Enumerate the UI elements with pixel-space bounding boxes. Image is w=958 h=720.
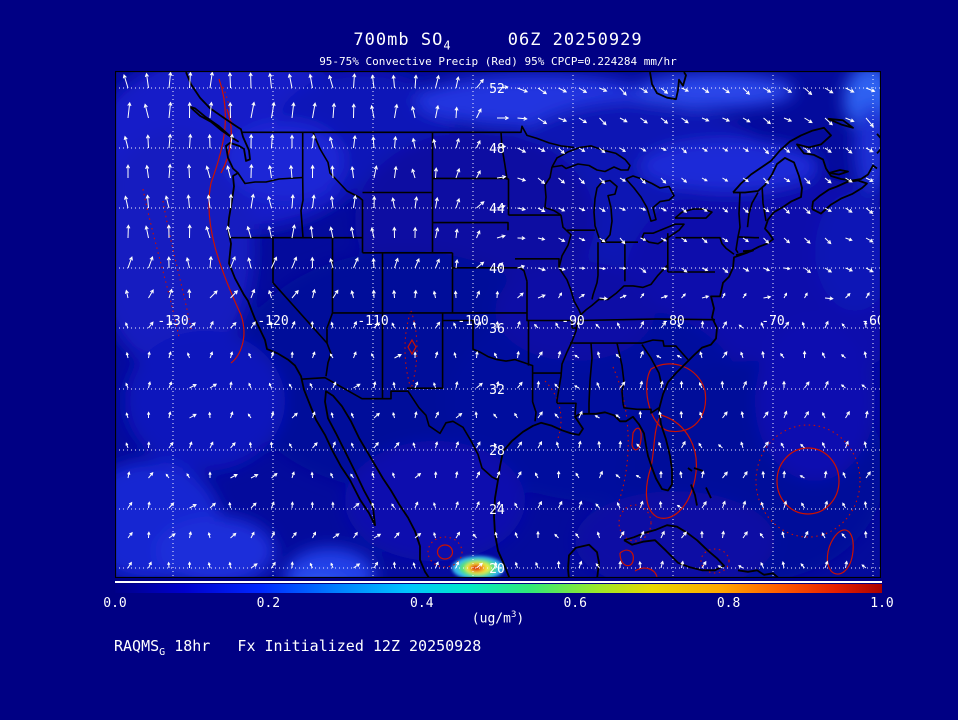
plot-subtitle: 95-75% Convective Precip (Red) 95% CPCP=…: [319, 55, 677, 68]
map-panel: 52 48 44 40 36 32 28 24 20 -130 -120 -110 -100 -90 -80…: [115, 71, 881, 578]
colorbar-tick-label: 0.6: [563, 596, 587, 611]
model-subscript: G: [159, 647, 166, 658]
longitude-label: -90: [561, 314, 584, 329]
colorbar-units: (ug/m3): [115, 610, 881, 626]
longitude-label: -80: [661, 314, 684, 329]
latitude-label: 52: [489, 82, 505, 97]
latitude-label: 20: [489, 562, 505, 577]
wind-vector-layer: [122, 71, 876, 569]
coastline-borders-layer: [185, 71, 881, 578]
latitude-label: 40: [489, 262, 505, 277]
longitude-label: -110: [357, 314, 388, 329]
title-gap: [452, 30, 508, 50]
units-close: ): [516, 611, 525, 627]
longitude-label: -70: [761, 314, 784, 329]
model-run-label: RAQMSG 18hr Fx Initialized 12Z 20250928: [114, 637, 481, 658]
latitude-label: 24: [489, 503, 505, 518]
latitude-label: 28: [489, 444, 505, 459]
colorbar-tick-label: 0.8: [716, 596, 741, 611]
colorbar-top-line: [115, 581, 882, 583]
latitude-label: 44: [489, 202, 505, 217]
plot-title: 700mb SO4 06Z 20250929: [115, 30, 881, 52]
map-canvas: 52 48 44 40 36 32 28 24 20 -130 -120 -110 -100 -90 -80…: [115, 71, 881, 578]
longitude-label: -120: [257, 314, 288, 329]
colorbar-tick-label: 1.0: [870, 596, 894, 611]
units-exponent: 3: [510, 610, 517, 620]
map-frame: [115, 71, 881, 578]
longitude-label: -130: [157, 314, 188, 329]
units-text: (ug/m: [471, 611, 511, 627]
model-name: RAQMS: [114, 637, 160, 655]
graticule-labels: 52 48 44 40 36 32 28 24 20 -130 -120 -110 -100 -90 -80…: [157, 82, 881, 577]
title-valid-time: 06Z 20250929: [507, 30, 643, 50]
model-run-text: 18hr Fx Initialized 12Z 20250928: [165, 637, 482, 655]
colorbar-tick-label: 0.2: [256, 596, 281, 611]
latitude-label: 48: [489, 142, 505, 157]
latitude-label: 36: [489, 322, 505, 337]
latitude-label: 32: [489, 383, 505, 398]
colorbar: [115, 584, 882, 593]
colorbar-tick-label: 0.0: [103, 596, 127, 611]
longitude-label: -100: [457, 314, 488, 329]
longitude-label: -60: [861, 314, 881, 329]
title-subscript: 4: [443, 38, 452, 53]
title-variable: 700mb SO: [353, 30, 444, 50]
colorbar-tick-label: 0.4: [410, 596, 434, 611]
precip-contour-layer: [142, 78, 861, 578]
